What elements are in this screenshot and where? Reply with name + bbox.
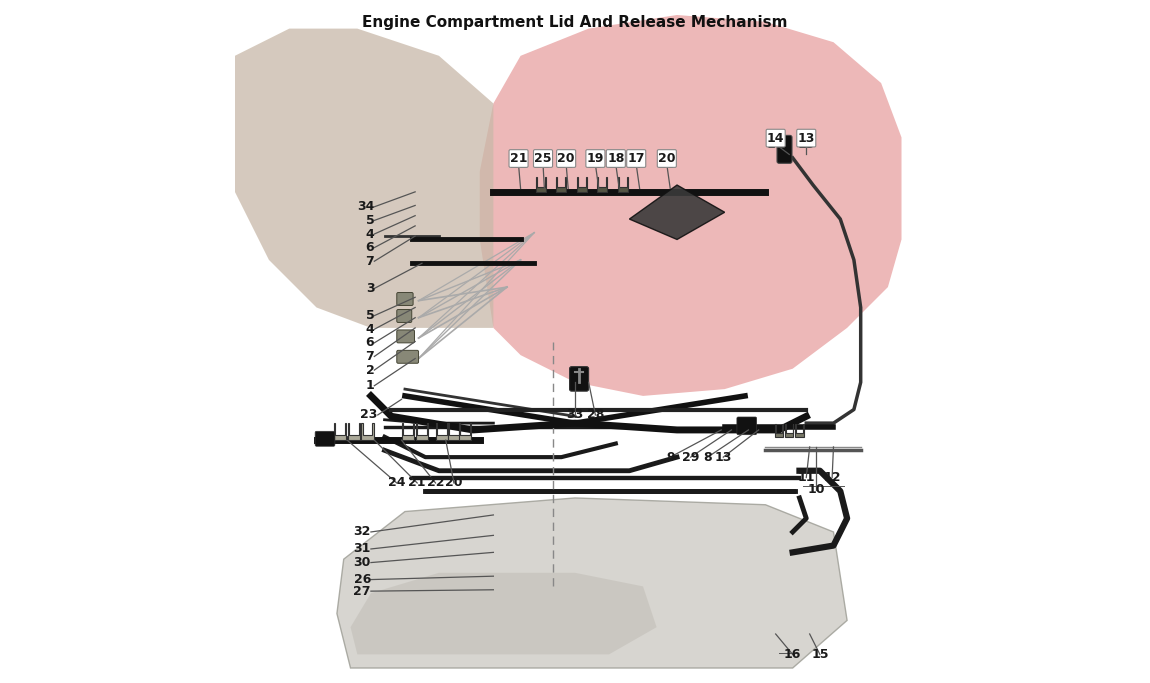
Text: 14: 14 bbox=[767, 138, 784, 151]
Text: 13: 13 bbox=[714, 451, 733, 464]
Text: 33: 33 bbox=[566, 408, 584, 421]
Polygon shape bbox=[576, 177, 586, 192]
Text: 16: 16 bbox=[784, 648, 802, 661]
Text: 29: 29 bbox=[682, 451, 699, 464]
Polygon shape bbox=[436, 423, 449, 440]
Text: 4: 4 bbox=[366, 227, 375, 240]
Text: 7: 7 bbox=[366, 350, 375, 363]
Text: 21: 21 bbox=[509, 158, 528, 171]
FancyBboxPatch shape bbox=[509, 150, 528, 167]
Text: 11: 11 bbox=[798, 471, 815, 484]
FancyBboxPatch shape bbox=[569, 367, 589, 391]
Text: 19: 19 bbox=[586, 158, 604, 171]
Text: 20: 20 bbox=[658, 158, 675, 171]
Text: 25: 25 bbox=[535, 152, 552, 165]
Text: 1: 1 bbox=[366, 379, 375, 392]
FancyBboxPatch shape bbox=[557, 150, 576, 167]
Polygon shape bbox=[459, 423, 471, 440]
FancyBboxPatch shape bbox=[737, 417, 757, 434]
Polygon shape bbox=[351, 573, 657, 654]
Text: Engine Compartment Lid And Release Mechanism: Engine Compartment Lid And Release Mecha… bbox=[362, 15, 788, 30]
Polygon shape bbox=[796, 425, 804, 436]
Text: 3: 3 bbox=[366, 282, 375, 295]
Polygon shape bbox=[447, 423, 460, 440]
Text: 34: 34 bbox=[356, 200, 375, 213]
Text: 13: 13 bbox=[798, 132, 815, 145]
Polygon shape bbox=[235, 29, 493, 328]
Text: 23: 23 bbox=[360, 408, 377, 421]
FancyBboxPatch shape bbox=[797, 129, 815, 147]
Text: 31: 31 bbox=[353, 542, 371, 555]
Text: 20: 20 bbox=[658, 152, 675, 165]
FancyBboxPatch shape bbox=[606, 150, 626, 167]
Text: 21: 21 bbox=[509, 152, 528, 165]
Text: 28: 28 bbox=[586, 408, 604, 421]
Text: 22: 22 bbox=[427, 477, 444, 490]
Text: 27: 27 bbox=[353, 585, 371, 598]
FancyBboxPatch shape bbox=[315, 431, 335, 446]
Polygon shape bbox=[557, 177, 567, 192]
Text: 17: 17 bbox=[628, 158, 645, 171]
Polygon shape bbox=[361, 423, 374, 440]
Polygon shape bbox=[402, 423, 414, 440]
FancyBboxPatch shape bbox=[397, 350, 419, 363]
Text: 14: 14 bbox=[767, 132, 784, 145]
Text: 18: 18 bbox=[607, 158, 624, 171]
Text: 10: 10 bbox=[807, 484, 826, 497]
Text: 30: 30 bbox=[353, 556, 371, 569]
Text: 26: 26 bbox=[353, 573, 371, 586]
FancyBboxPatch shape bbox=[534, 150, 552, 167]
Text: 13: 13 bbox=[798, 138, 815, 151]
Polygon shape bbox=[785, 425, 793, 436]
Text: 15: 15 bbox=[811, 648, 829, 661]
Polygon shape bbox=[416, 423, 428, 440]
Text: 5: 5 bbox=[366, 214, 375, 227]
Text: 6: 6 bbox=[366, 241, 375, 254]
Polygon shape bbox=[618, 177, 628, 192]
Text: 8: 8 bbox=[704, 451, 712, 464]
FancyBboxPatch shape bbox=[397, 292, 413, 305]
Polygon shape bbox=[536, 177, 546, 192]
Text: 25: 25 bbox=[535, 158, 552, 171]
Polygon shape bbox=[347, 423, 360, 440]
Polygon shape bbox=[775, 425, 783, 436]
Text: 12: 12 bbox=[823, 471, 841, 484]
Polygon shape bbox=[597, 177, 607, 192]
Text: 18: 18 bbox=[607, 152, 624, 165]
Text: 20: 20 bbox=[558, 158, 575, 171]
Text: 20: 20 bbox=[558, 152, 575, 165]
Text: 6: 6 bbox=[366, 336, 375, 350]
FancyBboxPatch shape bbox=[777, 135, 792, 163]
Polygon shape bbox=[335, 423, 346, 440]
Text: 19: 19 bbox=[586, 152, 604, 165]
FancyBboxPatch shape bbox=[766, 129, 785, 147]
Text: 2: 2 bbox=[366, 363, 375, 376]
Text: 20: 20 bbox=[445, 477, 462, 490]
FancyBboxPatch shape bbox=[627, 150, 646, 167]
Polygon shape bbox=[480, 15, 902, 396]
Text: 5: 5 bbox=[366, 309, 375, 322]
FancyBboxPatch shape bbox=[585, 150, 605, 167]
Text: 21: 21 bbox=[408, 477, 426, 490]
Polygon shape bbox=[629, 185, 724, 240]
Text: 32: 32 bbox=[353, 525, 371, 538]
Text: 17: 17 bbox=[628, 152, 645, 165]
Text: 9: 9 bbox=[666, 451, 675, 464]
Text: 7: 7 bbox=[366, 255, 375, 268]
Text: 24: 24 bbox=[388, 477, 406, 490]
Polygon shape bbox=[337, 498, 848, 668]
FancyBboxPatch shape bbox=[658, 150, 676, 167]
Text: 4: 4 bbox=[366, 323, 375, 336]
FancyBboxPatch shape bbox=[397, 309, 412, 322]
FancyBboxPatch shape bbox=[397, 330, 414, 343]
